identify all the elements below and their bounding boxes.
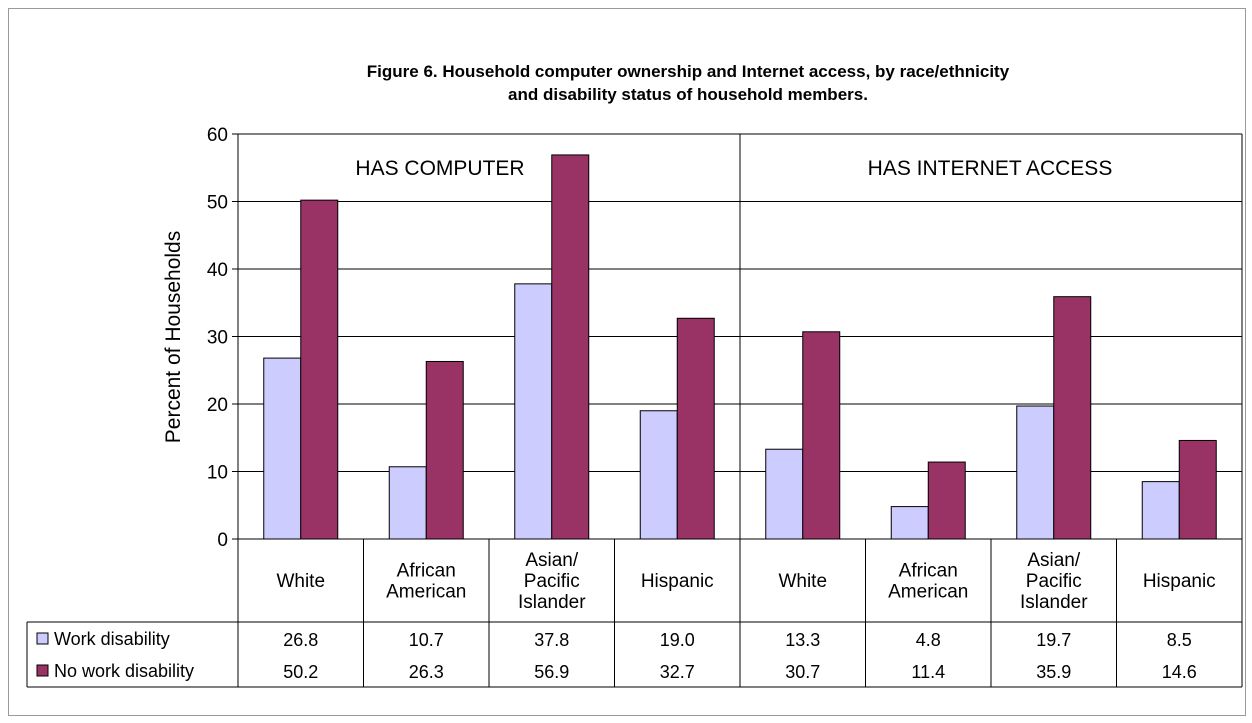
- data-cell-no-work-disability-1: 26.3: [409, 662, 444, 682]
- x-category-label-2-0: Asian/: [525, 550, 579, 571]
- bar-no-work-disability-5: [927, 461, 966, 540]
- bar-no-work-disability-7: [1178, 439, 1217, 540]
- bar-work-disability-6: [1016, 405, 1055, 540]
- legend-key-work-disability: [36, 632, 49, 645]
- bar-no-work-disability-6: [1053, 296, 1092, 540]
- panel-label-computer: HAS COMPUTER: [355, 157, 524, 180]
- bar-work-disability-2: [514, 283, 553, 540]
- data-cell-work-disability-5: 4.8: [916, 630, 941, 650]
- data-cell-work-disability-4: 13.3: [785, 630, 820, 650]
- x-category-label-2-2: Islander: [518, 592, 586, 613]
- bar-no-work-disability-3: [676, 317, 715, 540]
- data-cell-no-work-disability-2: 56.9: [534, 662, 569, 682]
- bar-no-work-disability-2: [551, 154, 590, 540]
- bar-work-disability-4: [765, 448, 804, 540]
- bar-work-disability-1: [388, 466, 427, 540]
- y-tick-label-60: 60: [207, 125, 228, 146]
- data-cell-work-disability-3: 19.0: [660, 630, 695, 650]
- y-tick-label-20: 20: [207, 395, 228, 416]
- chart-title-line-2: and disability status of household membe…: [508, 85, 868, 104]
- data-cell-work-disability-6: 19.7: [1036, 630, 1071, 650]
- data-cell-work-disability-2: 37.8: [534, 630, 569, 650]
- data-cell-no-work-disability-7: 14.6: [1162, 662, 1197, 682]
- x-category-label-5-0: African: [899, 561, 958, 582]
- y-tick-label-0: 0: [217, 530, 228, 551]
- legend-label-work-disability: Work disability: [54, 629, 170, 649]
- y-tick-label-50: 50: [207, 193, 228, 214]
- x-category-label-6-2: Islander: [1020, 592, 1088, 613]
- x-category-label-6-1: Pacific: [1026, 571, 1082, 592]
- x-category-label-7-0: Hispanic: [1143, 571, 1216, 592]
- x-category-label-2-1: Pacific: [524, 571, 580, 592]
- data-cell-no-work-disability-5: 11.4: [911, 662, 945, 682]
- bar-work-disability-5: [890, 506, 929, 540]
- data-cell-no-work-disability-4: 30.7: [785, 662, 820, 682]
- chart-frame: [8, 8, 1246, 716]
- y-tick-label-40: 40: [207, 260, 228, 281]
- bar-work-disability-3: [639, 410, 678, 540]
- x-category-label-4-0: White: [778, 571, 827, 592]
- x-category-label-1-0: African: [397, 561, 456, 582]
- y-tick-label-30: 30: [207, 328, 228, 349]
- x-category-label-1-1: American: [386, 582, 466, 603]
- panel-label-internet: HAS INTERNET ACCESS: [868, 157, 1113, 180]
- data-cell-no-work-disability-0: 50.2: [283, 662, 318, 682]
- chart-title-line-1: Figure 6. Household computer ownership a…: [367, 62, 1010, 81]
- legend-label-no-work-disability: No work disability: [54, 661, 194, 681]
- bar-no-work-disability-4: [802, 331, 841, 540]
- data-cell-work-disability-1: 10.7: [409, 630, 444, 650]
- x-category-label-6-0: Asian/: [1027, 550, 1081, 571]
- bar-work-disability-7: [1141, 481, 1180, 540]
- data-cell-work-disability-7: 8.5: [1167, 630, 1192, 650]
- bar-no-work-disability-0: [300, 199, 339, 540]
- data-cell-work-disability-0: 26.8: [283, 630, 318, 650]
- data-cell-no-work-disability-6: 35.9: [1036, 662, 1071, 682]
- x-category-label-3-0: Hispanic: [641, 571, 714, 592]
- x-category-label-0-0: White: [276, 571, 325, 592]
- y-tick-label-10: 10: [207, 463, 228, 484]
- legend-key-no-work-disability: [36, 664, 49, 677]
- bar-no-work-disability-1: [425, 360, 464, 540]
- bar-work-disability-0: [263, 357, 302, 540]
- x-category-label-5-1: American: [888, 582, 968, 603]
- data-cell-no-work-disability-3: 32.7: [660, 662, 695, 682]
- y-axis-label: Percent of Households: [162, 231, 185, 443]
